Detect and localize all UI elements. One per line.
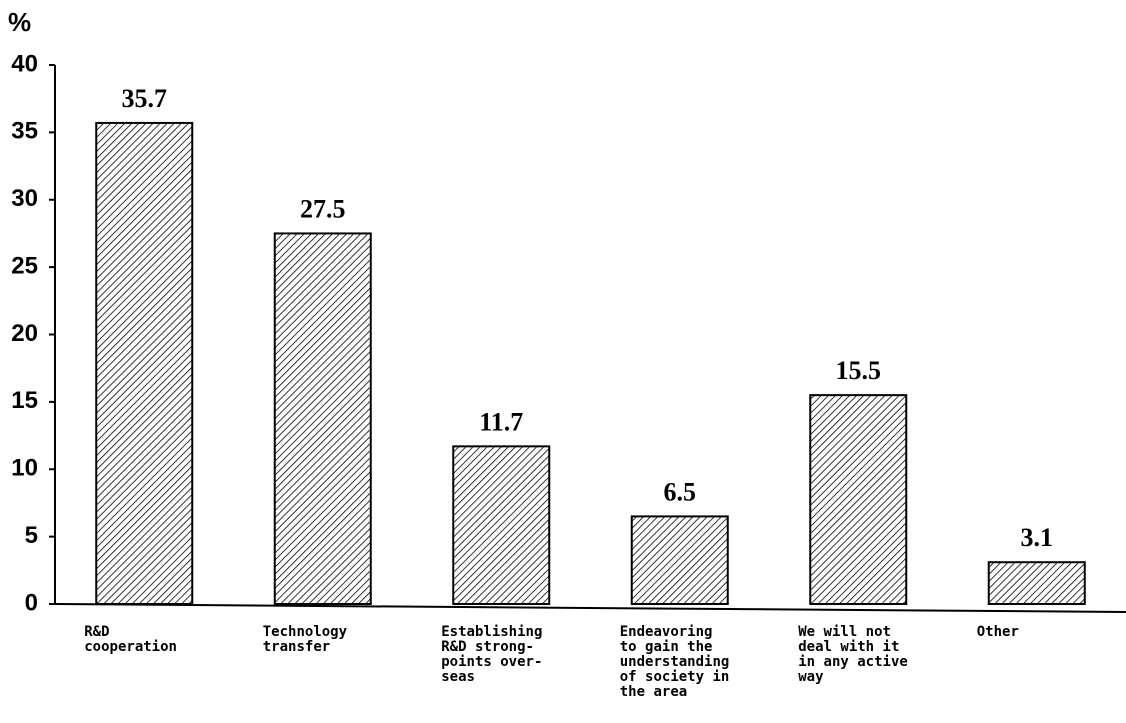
x-tick-label: Endeavoring to gain the understanding of… (619, 624, 730, 700)
value-label: 3.1 (1021, 523, 1054, 552)
y-tick-label: 15 (11, 387, 38, 414)
y-tick-label: 20 (11, 320, 38, 347)
x-axis (54, 603, 1126, 613)
value-label: 27.5 (300, 194, 346, 223)
y-tick-label: 10 (11, 455, 38, 482)
bar (95, 121, 194, 605)
bar (809, 394, 908, 606)
y-tick-label: 40 (11, 50, 38, 77)
x-tick-label: R&D cooperation (84, 624, 177, 655)
y-tick-label: 0 (25, 589, 38, 616)
value-label: 6.5 (664, 477, 697, 506)
bar (273, 232, 372, 605)
y-tick-label: 25 (11, 252, 38, 279)
value-label: 11.7 (479, 407, 523, 436)
y-tick-label: 35 (11, 118, 38, 145)
y-tick-label: 5 (25, 522, 38, 549)
bar (452, 445, 551, 605)
bar (630, 515, 729, 605)
value-label: 35.7 (122, 84, 168, 113)
x-tick-label: Technology transfer (262, 624, 348, 655)
y-tick-label: 30 (11, 185, 38, 212)
x-tick-label: Establishing R&D strong- points over- se… (441, 624, 543, 685)
y-axis-label: % (8, 7, 31, 37)
value-label: 15.5 (836, 356, 882, 385)
x-tick-label: Other (976, 624, 1019, 640)
x-tick-label: We will not deal with it in any active w… (798, 624, 908, 685)
bar (987, 561, 1086, 605)
